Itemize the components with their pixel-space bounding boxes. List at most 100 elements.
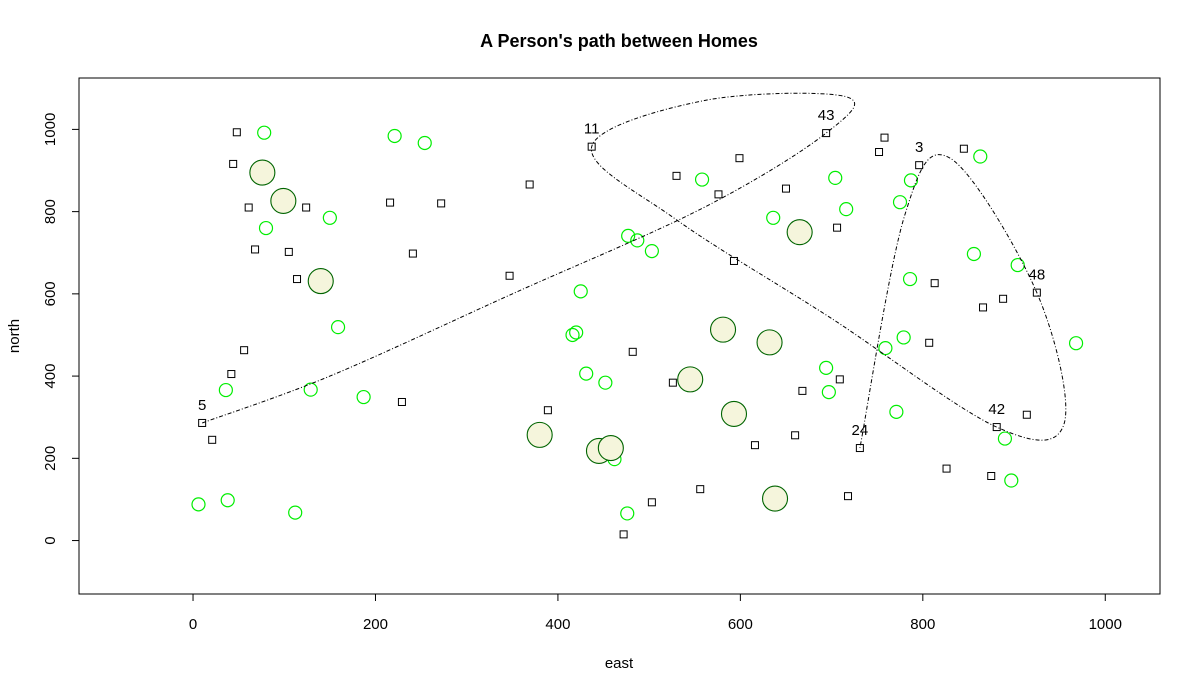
small-circle-point — [828, 170, 843, 186]
x-axis: 0 200 400 600 800 1000 — [189, 593, 1122, 633]
large-circle-series — [249, 159, 813, 512]
x-tick-label: 600 — [728, 616, 753, 633]
point-label: 3 — [915, 139, 923, 156]
chart-title: A Person's path between Homes — [480, 31, 758, 51]
x-tick-label: 1000 — [1089, 616, 1122, 633]
home-square-point — [437, 199, 446, 208]
small-circle-point — [288, 505, 303, 520]
home-square-point — [714, 190, 723, 199]
small-circle-point — [889, 404, 904, 419]
home-square-point — [284, 247, 293, 256]
y-axis: 0 200 400 600 800 1000 — [42, 113, 80, 545]
y-tick-label: 0 — [42, 536, 59, 544]
small-circle-point — [903, 173, 919, 188]
small-circle-point — [1068, 336, 1084, 351]
small-circle-point — [694, 172, 710, 187]
home-square-point — [619, 530, 628, 539]
large-circle-point — [786, 219, 813, 246]
small-circle-point — [997, 431, 1013, 446]
home-square-point — [302, 203, 311, 212]
small-circle-point — [902, 271, 918, 287]
home-square-point — [1022, 410, 1031, 419]
x-tick-label: 200 — [363, 616, 388, 633]
home-square-point — [251, 245, 260, 254]
home-square-point — [915, 161, 924, 170]
small-circle-point — [257, 125, 272, 140]
home-square-point — [198, 418, 207, 427]
small-circle-point — [330, 320, 346, 335]
home-square-point — [822, 129, 831, 138]
home-square-point — [227, 370, 236, 379]
home-square-point — [208, 435, 217, 444]
home-square-point — [229, 159, 238, 168]
path-series — [202, 92, 1067, 449]
plot-frame — [78, 77, 1161, 595]
home-square-point — [397, 397, 406, 406]
large-circle-point — [720, 400, 748, 427]
small-circle-point — [1004, 473, 1019, 488]
small-circle-point — [1010, 257, 1025, 273]
home-square-point — [987, 471, 996, 480]
home-square-point — [942, 464, 951, 473]
point-label-series: 5 11 43 3 48 42 24 — [198, 107, 1045, 439]
large-circle-point — [526, 421, 553, 448]
point-label: 24 — [852, 422, 869, 439]
small-circle-point — [973, 149, 988, 164]
home-square-point — [672, 171, 681, 180]
home-square-point — [735, 154, 744, 163]
small-circle-point — [621, 228, 636, 243]
small-circle-point — [892, 195, 908, 210]
home-square-point — [781, 184, 790, 193]
y-tick-label: 600 — [42, 281, 59, 306]
small-circle-series — [191, 125, 1084, 521]
home-square-point — [647, 498, 656, 507]
large-circle-point — [249, 159, 276, 186]
home-square-point — [844, 492, 853, 501]
point-label: 43 — [818, 107, 835, 124]
x-axis-label: east — [605, 655, 634, 672]
small-circle-point — [821, 385, 836, 400]
small-circle-point — [819, 360, 834, 375]
x-tick-label: 400 — [545, 616, 570, 633]
small-circle-point — [569, 325, 584, 340]
home-square-point — [244, 203, 253, 212]
home-square-point — [855, 444, 864, 453]
home-square-point — [798, 386, 807, 395]
small-circle-point — [966, 246, 982, 262]
home-square-series — [198, 128, 1041, 539]
small-circle-point — [573, 284, 588, 299]
small-circle-point — [303, 382, 318, 397]
home-square-point — [386, 198, 395, 207]
small-circle-point — [356, 389, 371, 405]
y-tick-label: 800 — [42, 199, 59, 224]
large-circle-point — [756, 329, 783, 356]
point-label: 48 — [1029, 267, 1046, 284]
home-square-point — [505, 271, 514, 280]
y-tick-label: 200 — [42, 446, 59, 471]
home-square-point — [750, 441, 759, 450]
small-circle-point — [644, 243, 659, 259]
point-label: 5 — [198, 397, 206, 414]
home-square-point — [232, 128, 241, 137]
y-axis-label: north — [6, 319, 23, 353]
home-square-point — [543, 406, 552, 415]
home-square-point — [293, 275, 302, 284]
small-circle-point — [387, 128, 402, 144]
large-circle-point — [597, 434, 624, 462]
home-square-point — [959, 144, 968, 153]
small-circle-point — [620, 506, 635, 521]
small-circle-point — [322, 210, 337, 225]
x-tick-label: 800 — [910, 616, 935, 633]
point-label: 11 — [584, 121, 600, 138]
y-tick-label: 1000 — [42, 113, 59, 146]
large-circle-point — [307, 268, 334, 295]
small-circle-point — [839, 202, 854, 217]
home-square-point — [525, 180, 534, 189]
small-circle-point — [896, 330, 911, 345]
home-square-point — [999, 294, 1008, 303]
small-circle-point — [565, 327, 580, 343]
home-square-point — [833, 223, 842, 232]
point-label: 42 — [988, 401, 1005, 418]
home-square-point — [791, 431, 800, 440]
small-circle-point — [878, 341, 893, 356]
